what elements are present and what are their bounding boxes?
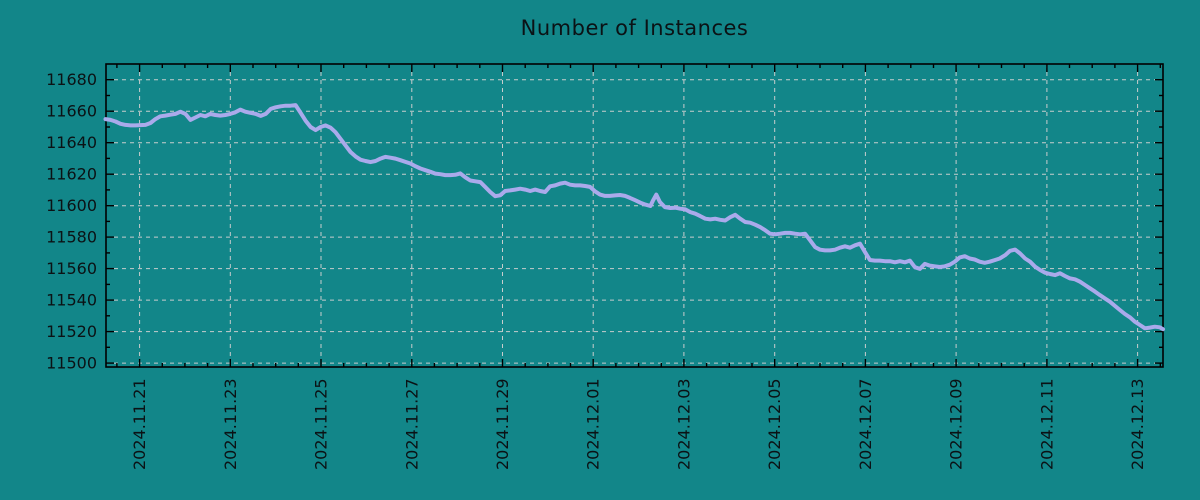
x-tick-label: 2024.12.07 xyxy=(856,378,875,470)
y-tick-label: 11580 xyxy=(46,228,97,247)
y-tick-label: 11560 xyxy=(46,259,97,278)
plot-border xyxy=(105,63,1164,368)
y-tick-label: 11660 xyxy=(46,102,97,121)
x-tick-label: 2024.12.01 xyxy=(584,378,603,470)
y-tick-label: 11600 xyxy=(46,196,97,215)
x-tick-label: 2024.12.09 xyxy=(947,378,966,470)
x-tick-label: 2024.11.25 xyxy=(312,378,331,470)
x-tick-label: 2024.11.27 xyxy=(402,378,421,470)
x-tick-label: 2024.11.23 xyxy=(221,378,240,470)
y-tick-label: 11680 xyxy=(46,70,97,89)
x-tick-label: 2024.12.05 xyxy=(765,378,784,470)
x-tick-label: 2024.12.03 xyxy=(674,378,693,470)
chart-title: Number of Instances xyxy=(520,16,749,40)
y-tick-label: 11520 xyxy=(46,322,97,341)
y-tick-label: 11620 xyxy=(46,165,97,184)
x-tick-label: 2024.12.13 xyxy=(1128,378,1147,470)
x-tick-label: 2024.12.11 xyxy=(1037,378,1056,470)
x-tick-label: 2024.11.21 xyxy=(130,378,149,470)
y-tick-label: 11500 xyxy=(46,354,97,373)
y-tick-label: 11640 xyxy=(46,133,97,152)
x-tick-label: 2024.11.29 xyxy=(493,378,512,470)
y-tick-label: 11540 xyxy=(46,291,97,310)
data-line-instances xyxy=(103,103,1165,332)
